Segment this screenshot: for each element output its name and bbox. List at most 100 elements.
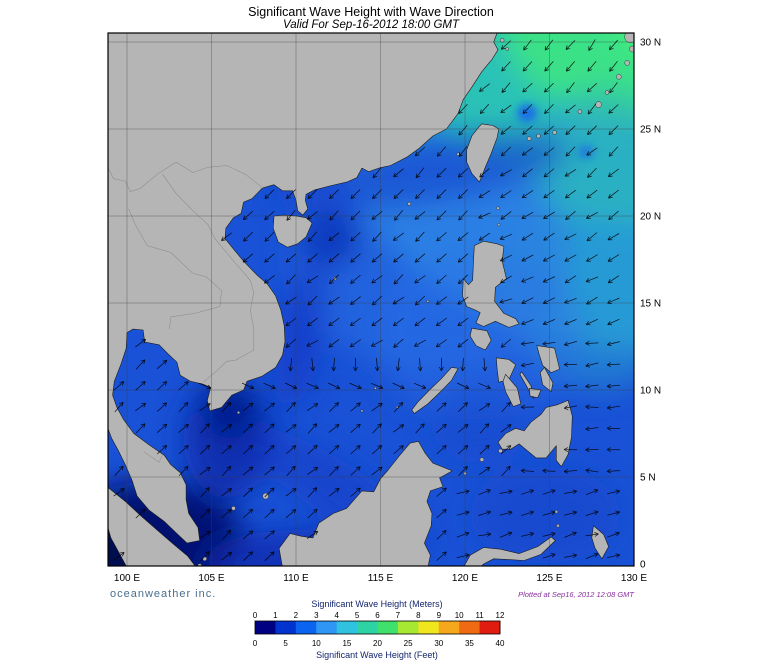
wave-direction-arrows xyxy=(113,39,621,562)
latitude-label: 10 N xyxy=(640,386,661,397)
wave-direction-arrow xyxy=(457,423,469,433)
wave-direction-arrow xyxy=(328,232,340,242)
meters-tick-label: 10 xyxy=(455,611,464,620)
wave-direction-arrow xyxy=(264,210,275,221)
wave-direction-arrow xyxy=(241,382,255,390)
wave-direction-arrow xyxy=(285,445,297,455)
latitude-label: 5 N xyxy=(640,473,656,484)
wave-direction-arrow xyxy=(587,167,597,178)
wave-direction-arrow xyxy=(350,423,361,433)
wave-direction-arrow xyxy=(114,401,124,413)
wave-direction-arrow xyxy=(607,553,621,558)
wave-direction-arrow xyxy=(288,357,294,372)
feet-tick-label: 0 xyxy=(253,639,258,648)
wave-direction-arrow xyxy=(221,529,232,541)
wave-direction-arrow xyxy=(563,468,578,474)
wave-direction-arrow xyxy=(331,357,337,372)
wave-direction-arrow xyxy=(606,447,621,453)
wave-direction-arrow xyxy=(458,402,468,412)
wave-direction-arrow xyxy=(609,82,618,94)
wave-direction-arrow xyxy=(264,466,275,476)
wave-direction-arrow xyxy=(264,530,275,540)
samar xyxy=(536,345,560,373)
wave-direction-arrow xyxy=(566,82,575,94)
wave-direction-arrow xyxy=(221,465,232,477)
wave-direction-arrow xyxy=(542,254,555,262)
wave-direction-arrow xyxy=(521,297,534,304)
wave-direction-arrow xyxy=(328,253,340,263)
wave-direction-arrow xyxy=(414,317,426,327)
wave-direction-arrow xyxy=(458,125,468,136)
wave-direction-arrow xyxy=(350,402,361,412)
wave-direction-arrow xyxy=(435,317,447,327)
wave-direction-arrow xyxy=(564,510,578,516)
wave-direction-arrow xyxy=(565,40,576,50)
wave-direction-arrow xyxy=(264,551,275,561)
legend-color-segment xyxy=(418,621,440,634)
wave-direction-arrow xyxy=(500,211,512,220)
borneo xyxy=(278,441,453,566)
wave-direction-arrow xyxy=(520,362,534,368)
legend-colorbar xyxy=(255,621,501,634)
wave-direction-arrow xyxy=(499,489,513,495)
wave-direction-arrow xyxy=(436,530,447,540)
wave-direction-arrow xyxy=(393,445,404,455)
wave-direction-arrow xyxy=(456,553,470,559)
wave-direction-arrow xyxy=(200,423,210,434)
landmasses xyxy=(108,33,609,566)
wave-direction-arrow xyxy=(263,275,275,284)
legend-color-segment xyxy=(255,621,276,634)
wave-direction-arrow xyxy=(306,466,319,476)
wave-direction-arrow xyxy=(544,39,554,51)
wave-direction-arrow xyxy=(563,383,578,389)
hainan-island xyxy=(272,214,313,248)
wave-direction-arrow xyxy=(606,341,620,347)
wave-direction-arrow xyxy=(392,424,405,433)
wave-direction-arrow xyxy=(285,253,297,263)
wave-direction-arrow xyxy=(178,445,189,455)
wave-direction-arrow xyxy=(565,146,576,157)
wave-direction-arrow xyxy=(242,466,254,476)
wave-direction-arrow xyxy=(329,210,339,221)
wave-direction-arrow xyxy=(606,425,621,431)
wave-direction-arrow xyxy=(372,231,382,242)
wave-direction-arrow xyxy=(542,510,556,516)
wave-direction-arrow xyxy=(350,445,361,455)
island-dot xyxy=(407,201,412,206)
feet-tick-label: 10 xyxy=(312,639,321,648)
wave-direction-arrow xyxy=(328,487,340,497)
wave-direction-arrow xyxy=(178,465,189,476)
legend-color-segment xyxy=(336,621,358,634)
island-dot xyxy=(202,556,207,561)
wave-direction-arrow xyxy=(436,445,447,455)
wave-direction-arrow xyxy=(436,487,447,497)
island-dot xyxy=(624,33,634,43)
wave-direction-arrow xyxy=(543,211,555,220)
wave-direction-arrow xyxy=(564,275,577,284)
wave-direction-arrow xyxy=(393,338,404,348)
wave-direction-arrow xyxy=(372,423,382,434)
wave-direction-arrow xyxy=(178,423,189,433)
wave-direction-arrow xyxy=(521,147,534,156)
sulawesi xyxy=(463,536,556,566)
wave-direction-arrow xyxy=(285,317,297,327)
wave-direction-arrow xyxy=(457,274,468,285)
wave-direction-arrow xyxy=(458,146,468,157)
wave-direction-arrow xyxy=(393,274,404,285)
wave-direction-arrow xyxy=(307,423,318,434)
wave-direction-arrow xyxy=(521,531,535,537)
wave-direction-arrow xyxy=(349,339,362,348)
wave-direction-arrow xyxy=(329,402,339,412)
wave-direction-arrow xyxy=(200,551,210,562)
wave-direction-arrow xyxy=(285,338,297,348)
wave-direction-arrow xyxy=(564,233,577,241)
wave-direction-arrow xyxy=(243,551,254,561)
wave-direction-arrow xyxy=(436,402,447,412)
wave-shading-detail xyxy=(517,104,594,159)
wave-direction-arrow xyxy=(456,382,470,390)
wave-direction-arrow xyxy=(607,233,620,241)
legend-meters-title: Significant Wave Height (Meters) xyxy=(311,599,442,609)
wave-direction-arrow xyxy=(285,296,297,305)
wave-direction-arrow xyxy=(286,274,296,285)
island-dot xyxy=(527,136,532,141)
